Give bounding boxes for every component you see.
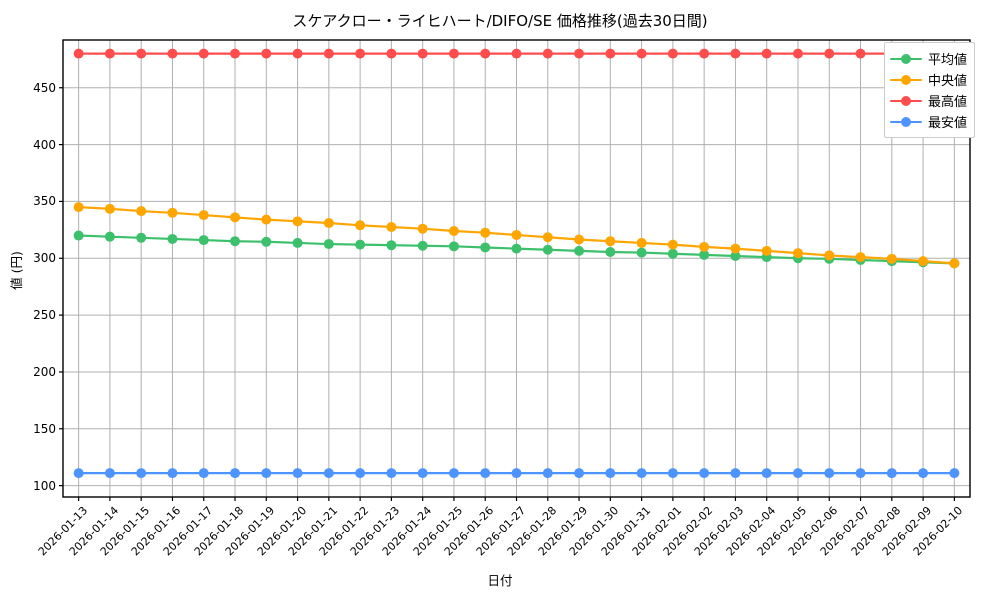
legend-label: 最安値 bbox=[928, 116, 968, 131]
y-tick-label: 200 bbox=[33, 364, 56, 379]
legend-label: 中央値 bbox=[928, 74, 968, 89]
legend-swatch-icon bbox=[890, 73, 922, 87]
y-axis-ticks: 100 150 200 250 300 350 400 450 bbox=[8, 0, 56, 600]
legend-swatch-icon bbox=[890, 115, 922, 129]
legend-item-3[interactable]: 最安値 bbox=[890, 111, 967, 132]
legend-item-0[interactable]: 平均値 bbox=[890, 48, 967, 69]
chart-legend: 平均値中央値最高値最安値 bbox=[884, 42, 976, 138]
legend-item-2[interactable]: 最高値 bbox=[890, 90, 967, 111]
y-tick-label: 450 bbox=[33, 80, 56, 95]
y-axis-label: 値 (円) bbox=[8, 250, 24, 290]
y-tick-label: 100 bbox=[33, 478, 56, 493]
tick-marks bbox=[59, 87, 955, 501]
legend-item-1[interactable]: 中央値 bbox=[890, 69, 967, 90]
x-axis-label: 日付 bbox=[487, 573, 513, 588]
y-tick-label: 400 bbox=[33, 137, 56, 152]
legend-label: 最高値 bbox=[928, 95, 968, 110]
y-axis-label-wrapper: 値 (円) bbox=[0, 0, 30, 540]
legend-label: 平均値 bbox=[928, 53, 968, 68]
legend-swatch-icon bbox=[890, 52, 922, 66]
series-3 bbox=[73, 468, 960, 479]
y-tick-label: 300 bbox=[33, 251, 56, 266]
chart-title: スケアクロー・ライヒハート/DIFO/SE 価格推移(過去30日間) bbox=[292, 12, 708, 30]
y-tick-label: 250 bbox=[33, 308, 56, 323]
legend-swatch-icon bbox=[890, 94, 922, 108]
y-tick-label: 150 bbox=[33, 421, 56, 436]
y-tick-label: 350 bbox=[33, 194, 56, 209]
series-1 bbox=[73, 202, 960, 269]
